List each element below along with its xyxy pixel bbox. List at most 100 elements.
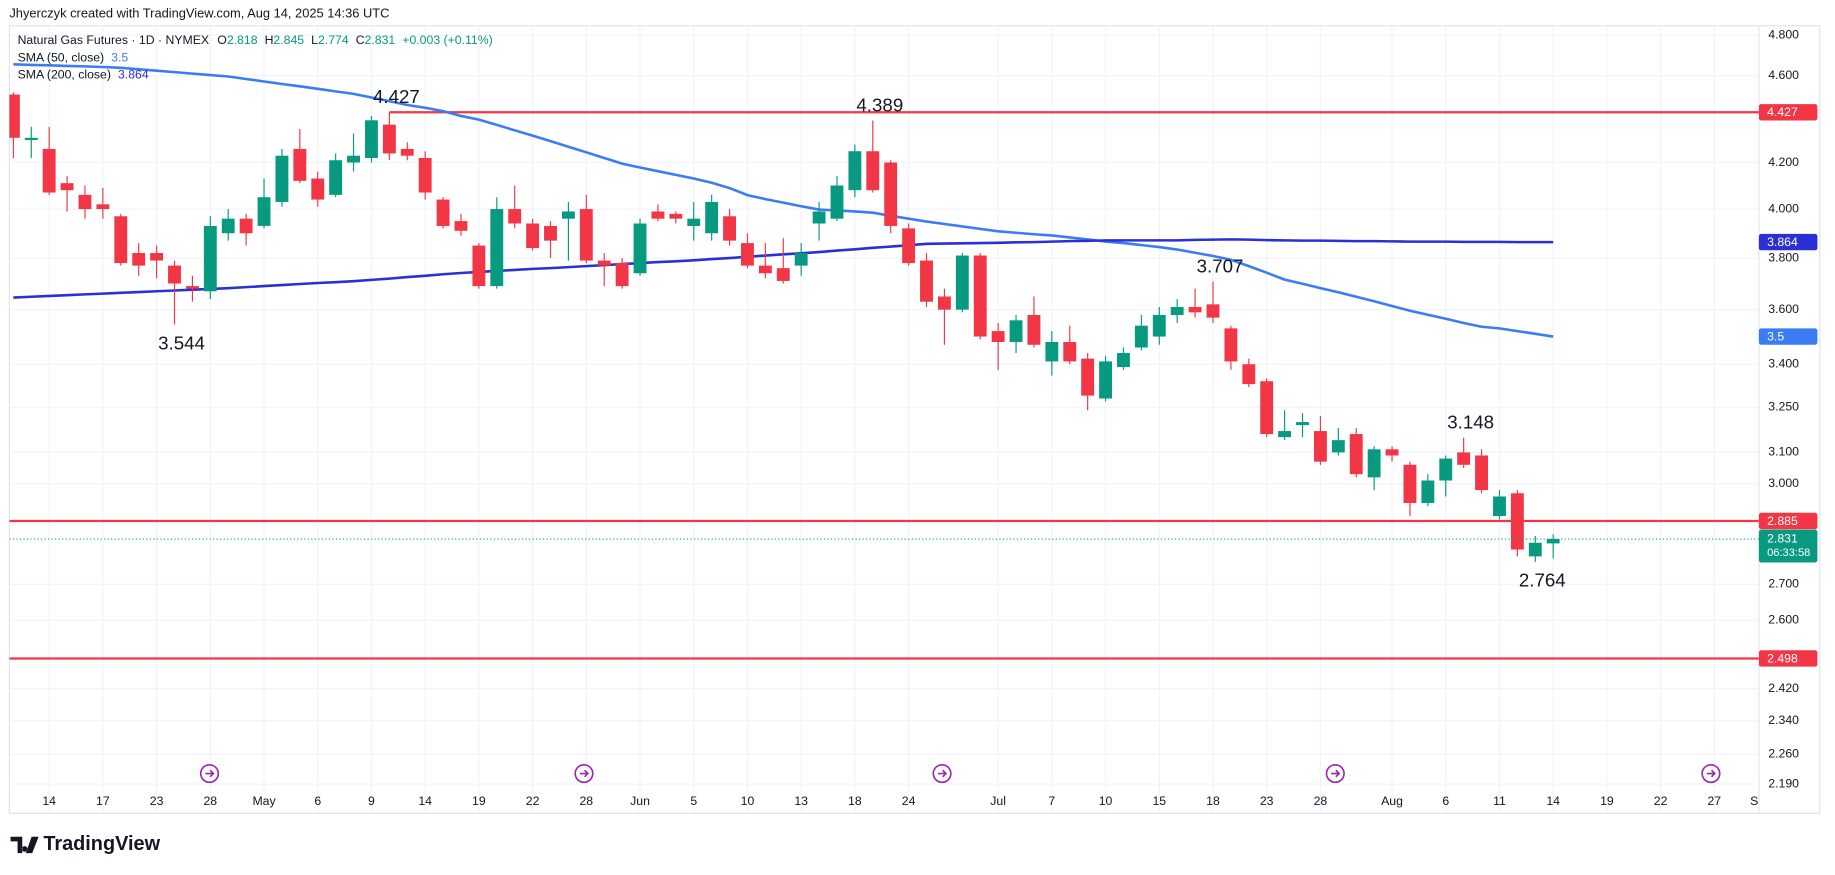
candle-body	[329, 160, 343, 195]
candle-body	[490, 209, 504, 287]
candle-body	[1242, 364, 1256, 385]
candle-body	[615, 263, 629, 287]
x-tick-label: 7	[1048, 794, 1055, 808]
candle-body	[723, 216, 736, 241]
x-tick-label: 24	[902, 794, 916, 808]
sma-tag-box	[1758, 328, 1818, 345]
candle-body	[794, 253, 808, 266]
y-tick-label: 2.340	[1768, 713, 1799, 727]
event-icon[interactable]	[574, 763, 594, 784]
legend-name: SMA (200, close)	[18, 68, 111, 82]
event-icon[interactable]	[1325, 763, 1345, 784]
candle-body	[382, 124, 396, 154]
candle-body	[902, 228, 916, 264]
ohlc-label: L	[311, 33, 318, 47]
x-tick-label: Jul	[990, 794, 1006, 808]
y-tick-label: 4.000	[1768, 201, 1799, 215]
candle-body	[347, 155, 360, 163]
candle-body	[526, 223, 540, 249]
legend-value: 3.864	[118, 68, 149, 82]
candle-body	[1528, 542, 1542, 557]
event-icon[interactable]	[199, 763, 220, 784]
x-tick-label: 11	[1493, 794, 1506, 808]
candle-body	[365, 120, 378, 158]
candle-body	[1313, 431, 1327, 462]
legend: Natural Gas Futures · 1D · NYMEX O2.818 H2…	[18, 33, 493, 82]
x-tick-label: 14	[42, 794, 56, 808]
candle-body	[1331, 440, 1345, 453]
x-tick-label: 13	[794, 794, 808, 808]
ohlc-value: 2.831	[365, 33, 396, 47]
candle-body	[454, 221, 468, 231]
credit: Jhyerczyk created with TradingView.com, …	[9, 5, 389, 20]
ohlc-value: 2.818	[227, 33, 258, 47]
axes: 4.800 4.600 4.200 4.000 3.800 3.600 3.400 3.250…	[42, 27, 1818, 808]
candle-body	[42, 148, 56, 193]
candle-body	[920, 260, 933, 302]
x-tick-label: 28	[203, 794, 217, 808]
x-tick-label: 10	[1099, 794, 1113, 808]
y-tick-label: 2.190	[1768, 776, 1799, 790]
x-tick-label: 15	[1152, 794, 1166, 808]
candle-body	[991, 331, 1005, 343]
y-tick-label: 4.600	[1768, 68, 1799, 82]
x-tick-label: 27	[1707, 794, 1721, 808]
candle-body	[293, 148, 307, 181]
candle-body	[669, 213, 683, 219]
price-annotation: 4.389	[856, 94, 903, 115]
legend-sma: SMA (50, close) 3.5	[18, 51, 129, 65]
x-tick-label: 28	[1314, 794, 1328, 808]
candle-body	[687, 218, 701, 226]
candle-body	[418, 157, 432, 193]
x-tick-label: 14	[418, 794, 432, 808]
candle-body	[705, 201, 719, 234]
candle-body	[203, 225, 217, 292]
candle-body	[1224, 328, 1238, 362]
candle-body	[884, 162, 898, 226]
candle-body	[96, 204, 110, 210]
x-tick-label: Aug	[1381, 794, 1403, 808]
y-tick-label: 3.600	[1768, 302, 1799, 316]
level-tag-box	[1758, 104, 1818, 121]
event-icon[interactable]	[1701, 763, 1721, 784]
x-tick-label: 18	[848, 794, 862, 808]
x-tick-label: 23	[1260, 794, 1274, 808]
ohlc-value: 2.774	[318, 33, 349, 47]
sma-tag-box	[1758, 233, 1818, 251]
price-annotation: 4.427	[373, 86, 420, 107]
candle-body	[561, 211, 575, 219]
candle-body	[400, 148, 414, 156]
x-tick-label: 14	[1546, 794, 1560, 808]
candle-body	[239, 218, 253, 234]
candle-body	[1403, 464, 1417, 503]
y-tick-label: 2.600	[1768, 613, 1799, 627]
candle-body	[955, 255, 969, 310]
candle-body	[1117, 353, 1130, 368]
candle-body	[436, 199, 450, 226]
x-tick-label: 6	[314, 794, 321, 808]
candle-body	[1134, 325, 1148, 348]
symbol: Natural Gas Futures · 1D · NYMEX	[18, 33, 210, 47]
candle-body	[221, 218, 235, 234]
y-tick-label: 3.250	[1768, 400, 1799, 414]
x-tick-label: 5	[690, 794, 697, 808]
candle-body	[1475, 455, 1488, 491]
price-annotation: 3.707	[1197, 256, 1244, 277]
candle-body	[1278, 431, 1292, 438]
candle-body	[1439, 458, 1453, 481]
candle-body	[597, 260, 611, 266]
legend-sma: SMA (200, close) 3.864	[18, 68, 149, 82]
ohlc-label: O	[217, 33, 227, 47]
change: +0.003 (+0.11%)	[402, 33, 492, 47]
x-tick-label: 19	[1600, 794, 1614, 808]
last-price-box	[1758, 529, 1818, 563]
candle-body	[973, 255, 987, 337]
candle-body	[1260, 381, 1274, 435]
candle-body	[185, 286, 199, 289]
level-tag: 2.885	[1767, 514, 1798, 528]
event-icon[interactable]	[932, 763, 952, 784]
y-tick-label: 3.800	[1768, 250, 1799, 264]
x-tick-label: 17	[96, 794, 110, 808]
